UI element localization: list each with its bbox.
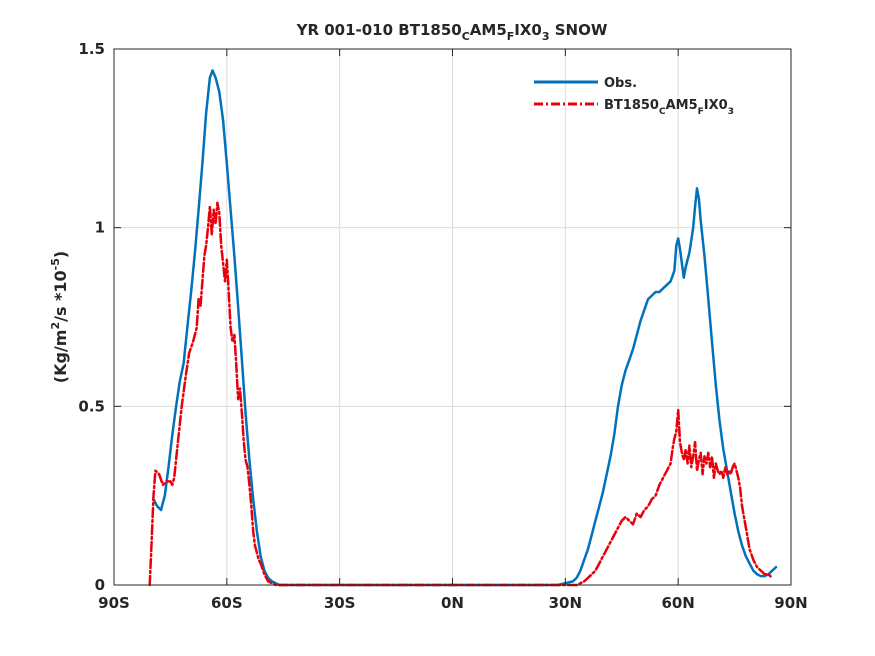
x-tick-label: 30N [549, 594, 582, 612]
grid [114, 49, 791, 585]
chart-title: YR 001-010 BT1850CAM5FIX03 SNOW [296, 21, 608, 43]
series-line-model [148, 201, 774, 587]
y-tick-label: 1 [95, 219, 105, 237]
ticks [113, 48, 792, 586]
y-axis-label: (Kg/m2/s *10-5) [49, 251, 70, 383]
series-layer [148, 69, 778, 587]
y-tick-label: 0.5 [78, 397, 105, 415]
legend: Obs. BT1850CAM5FIX03 [534, 76, 734, 117]
series-line-obs [152, 69, 778, 587]
x-tick-label: 90N [774, 594, 807, 612]
x-tick-label: 30S [324, 594, 356, 612]
x-tick-label: 60S [211, 594, 243, 612]
legend-label-obs: Obs. [604, 76, 637, 91]
y-tick-label: 1.5 [78, 40, 105, 58]
tick-labels: 90S 60S 30S 0N 30N 60N 90N 0 0.5 1 1.5 [78, 40, 807, 612]
legend-label-model: BT1850CAM5FIX03 [604, 98, 734, 117]
y-tick-label: 0 [95, 576, 105, 594]
x-tick-label: 90S [98, 594, 130, 612]
x-tick-label: 0N [441, 594, 464, 612]
x-tick-label: 60N [661, 594, 694, 612]
